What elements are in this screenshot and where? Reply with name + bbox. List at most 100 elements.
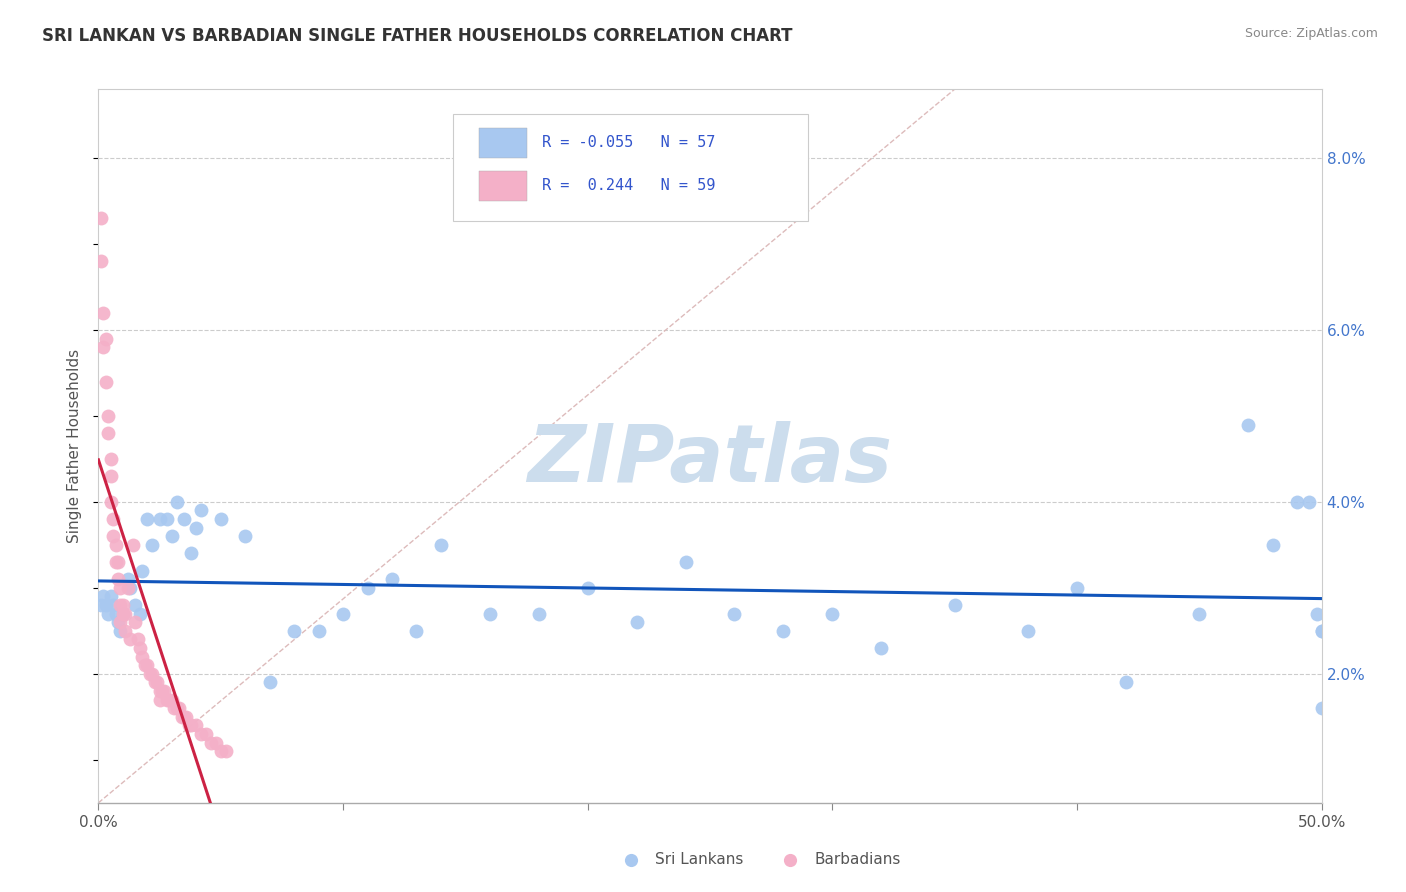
Point xyxy=(136,512,159,526)
Point xyxy=(772,624,794,638)
Point xyxy=(163,701,186,715)
Point xyxy=(104,538,127,552)
Point xyxy=(259,675,281,690)
Point xyxy=(870,641,893,656)
Point xyxy=(100,469,122,483)
Point xyxy=(117,572,139,586)
Point xyxy=(283,624,305,638)
Point xyxy=(111,607,134,621)
Text: ZIPatlas: ZIPatlas xyxy=(527,421,893,500)
Point xyxy=(104,555,127,569)
Point xyxy=(143,675,166,690)
Point xyxy=(101,512,124,526)
Point xyxy=(576,581,599,595)
FancyBboxPatch shape xyxy=(453,114,808,221)
Point xyxy=(1066,581,1088,595)
Point xyxy=(97,426,120,441)
Point xyxy=(117,581,139,595)
Point xyxy=(186,718,208,732)
Point xyxy=(166,701,188,715)
Point xyxy=(110,598,132,612)
Point xyxy=(160,692,183,706)
Point xyxy=(97,409,120,423)
Point xyxy=(156,512,179,526)
Point xyxy=(195,727,218,741)
Point xyxy=(1237,417,1260,432)
Point xyxy=(124,598,146,612)
Point xyxy=(149,512,172,526)
Point xyxy=(146,675,169,690)
Point xyxy=(381,572,404,586)
Point xyxy=(1298,495,1320,509)
Point xyxy=(1261,538,1284,552)
Point xyxy=(1306,607,1329,621)
Point xyxy=(107,572,129,586)
Point xyxy=(943,598,966,612)
Point xyxy=(173,512,195,526)
Point xyxy=(166,495,188,509)
Point xyxy=(356,581,378,595)
Point xyxy=(153,684,176,698)
Point xyxy=(124,615,146,630)
Point xyxy=(107,555,129,569)
Text: R =  0.244   N = 59: R = 0.244 N = 59 xyxy=(543,178,716,193)
Point xyxy=(1310,624,1333,638)
Point xyxy=(308,624,330,638)
Point xyxy=(1310,624,1333,638)
Point xyxy=(167,701,190,715)
Point xyxy=(478,607,501,621)
Point xyxy=(90,211,112,226)
Point xyxy=(173,710,195,724)
Point xyxy=(821,607,844,621)
Point xyxy=(94,598,117,612)
Text: Sri Lankans: Sri Lankans xyxy=(655,853,744,867)
Point xyxy=(405,624,427,638)
Point xyxy=(120,632,142,647)
Text: Source: ZipAtlas.com: Source: ZipAtlas.com xyxy=(1244,27,1378,40)
Point xyxy=(91,590,114,604)
Point xyxy=(180,718,202,732)
Point xyxy=(527,607,550,621)
Point xyxy=(190,503,212,517)
Point xyxy=(205,736,228,750)
Point xyxy=(156,692,179,706)
Point xyxy=(91,340,114,354)
Point xyxy=(626,615,648,630)
Point xyxy=(129,607,152,621)
Point xyxy=(176,710,198,724)
Point xyxy=(90,254,112,268)
Point xyxy=(675,555,697,569)
Point xyxy=(430,538,453,552)
Point xyxy=(129,641,152,656)
Point xyxy=(94,375,117,389)
Point xyxy=(90,598,112,612)
Point xyxy=(101,529,124,543)
Point xyxy=(104,607,127,621)
Point xyxy=(177,718,200,732)
Point xyxy=(180,546,202,560)
Point xyxy=(157,692,180,706)
Point xyxy=(100,451,122,466)
Point xyxy=(131,649,153,664)
FancyBboxPatch shape xyxy=(479,170,526,201)
Point xyxy=(94,332,117,346)
Point xyxy=(100,495,122,509)
Point xyxy=(97,607,120,621)
FancyBboxPatch shape xyxy=(479,128,526,158)
Point xyxy=(149,684,172,698)
Point xyxy=(1286,495,1309,509)
Point xyxy=(110,581,132,595)
Point xyxy=(110,615,132,630)
Point xyxy=(139,666,162,681)
Point xyxy=(170,710,193,724)
Point xyxy=(141,666,163,681)
Text: Barbadians: Barbadians xyxy=(814,853,900,867)
Point xyxy=(209,744,232,758)
Point xyxy=(160,529,183,543)
Point xyxy=(214,744,236,758)
Point xyxy=(723,607,745,621)
Text: SRI LANKAN VS BARBADIAN SINGLE FATHER HOUSEHOLDS CORRELATION CHART: SRI LANKAN VS BARBADIAN SINGLE FATHER HO… xyxy=(42,27,793,45)
Point xyxy=(1017,624,1039,638)
Text: R = -0.055   N = 57: R = -0.055 N = 57 xyxy=(543,136,716,150)
Point xyxy=(149,692,172,706)
